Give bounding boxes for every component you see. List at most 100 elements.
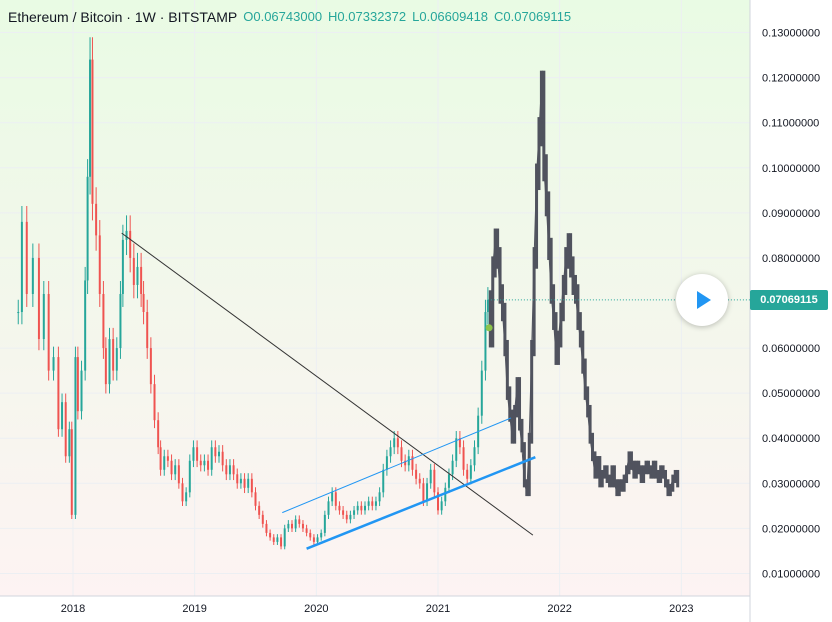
ohlc-close: C0.07069115 (494, 9, 572, 24)
projection-bar (491, 256, 495, 348)
y-tick-label: 0.05000000 (762, 388, 820, 400)
price-candle-body (342, 510, 345, 515)
price-candle-body (98, 235, 101, 294)
price-candle-body (411, 456, 414, 470)
price-candle-body (320, 532, 323, 538)
projection-bar (500, 284, 504, 322)
price-candle-body (236, 474, 239, 484)
price-candle-body (136, 266, 139, 285)
projection-bar (610, 465, 614, 488)
projection-bar (518, 377, 522, 431)
price-candle-body (287, 523, 290, 529)
projection-bar (556, 330, 560, 365)
price-candle-body (367, 501, 370, 506)
projection-bar (493, 228, 497, 278)
projection-bar (629, 451, 633, 470)
y-tick-label: 0.13000000 (762, 28, 820, 40)
price-candle-body (174, 465, 177, 475)
price-candle-body (210, 447, 213, 470)
last-price-tag: 0.07069115 (750, 289, 828, 310)
y-tick-label: 0.12000000 (762, 73, 820, 85)
price-candle-body (469, 465, 472, 479)
play-icon (697, 290, 711, 309)
price-candle-body (25, 221, 28, 294)
x-tick-label: 2021 (426, 603, 450, 615)
trend-line-channel-upper (282, 417, 512, 514)
projection-bar (668, 483, 672, 497)
price-candle-body (269, 532, 272, 538)
projection-bar (581, 330, 585, 374)
price-candle-body (389, 447, 392, 457)
projection-bar (632, 460, 636, 479)
projection-bar (588, 404, 592, 444)
price-candle-body (426, 483, 429, 502)
price-candle-body (429, 469, 432, 484)
y-tick-label: 0.04000000 (762, 433, 820, 445)
price-candle-body (74, 357, 77, 515)
play-button[interactable] (676, 273, 728, 326)
plot-background (0, 0, 750, 596)
y-tick-label: 0.03000000 (762, 478, 820, 490)
price-candle-body (378, 492, 381, 502)
price-candle-body (480, 370, 483, 416)
projection-bar (637, 460, 641, 475)
projection-bar (591, 432, 595, 462)
price-candle-body (185, 492, 188, 502)
projection-bar (612, 465, 616, 488)
projection-bar (578, 312, 582, 348)
price-candle-body (225, 465, 228, 475)
projection-bar (671, 474, 675, 492)
price-candle-body (112, 339, 115, 371)
price-candle-body (462, 447, 465, 470)
price-candle-body (334, 492, 337, 506)
chart-header: Ethereum / Bitcoin · 1W · BITSTAMP O0.06… (8, 9, 571, 25)
price-candle-body (331, 492, 334, 502)
price-candle-body (316, 537, 319, 542)
projection-bar (615, 479, 619, 497)
projection-bar (552, 284, 556, 330)
y-tick-label: 0.10000000 (762, 163, 820, 175)
price-candle-body (455, 438, 458, 461)
price-candle-body (115, 348, 118, 371)
y-tick-label: 0.01000000 (762, 568, 820, 580)
price-candle-body (437, 492, 439, 511)
projection-bar (496, 228, 500, 269)
price-candle-body (309, 532, 312, 538)
projection-bar (532, 247, 536, 357)
price-candle-body (64, 402, 67, 457)
price-candle-body (301, 523, 304, 529)
projection-bar (503, 302, 507, 357)
price-candle-body (393, 438, 396, 448)
price-candle-body (37, 257, 40, 340)
projection-bar (505, 339, 509, 400)
projection-bar (603, 465, 607, 479)
projection-bar (583, 358, 587, 400)
price-candle-body (356, 505, 359, 511)
price-candle-body (385, 456, 388, 470)
price-candle-body (91, 59, 94, 204)
projection-bar (659, 465, 663, 483)
projection-start-dot (485, 324, 493, 332)
price-candle-body (121, 239, 124, 294)
price-candle-body (140, 266, 143, 294)
price-candle-body (298, 519, 301, 524)
price-candle-body (291, 523, 293, 529)
price-candle-body (418, 478, 421, 484)
projection-bar (664, 469, 668, 488)
price-candle-body (466, 469, 469, 479)
price-candle-body (146, 312, 149, 349)
projection-bar (561, 274, 565, 322)
price-candle-body (272, 537, 275, 542)
projection-bar (520, 418, 524, 453)
price-candle-body (400, 447, 403, 461)
symbol-title[interactable]: Ethereum / Bitcoin · 1W · BITSTAMP (8, 9, 238, 25)
price-candle-body (250, 478, 253, 493)
projection-bar (627, 451, 631, 475)
projection-bar (576, 284, 580, 330)
price-candle-body (20, 221, 23, 313)
projection-bar (510, 409, 514, 444)
projection-bar (522, 442, 526, 488)
price-candle-body (163, 456, 166, 470)
projection-bar (595, 456, 599, 479)
